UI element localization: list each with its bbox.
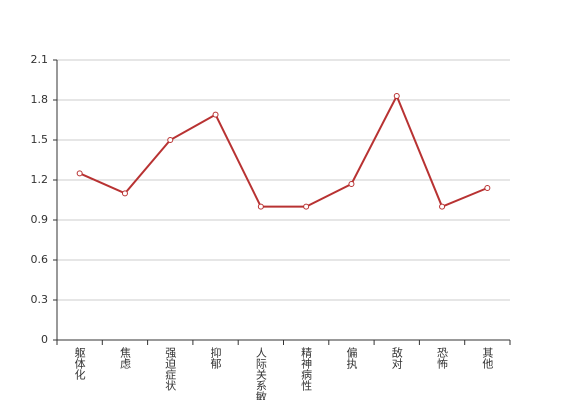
y-tick-label: 1.8	[31, 93, 49, 106]
y-tick-label: 0.9	[31, 213, 49, 226]
y-tick-label: 2.1	[31, 53, 49, 66]
x-tick-label: 其他	[481, 347, 494, 369]
point	[121, 190, 128, 197]
x-tick-label: 人际关系敏感	[254, 347, 267, 400]
y-tick-label: 0.6	[31, 253, 49, 266]
line	[79, 93, 488, 208]
y-tick-label: 1.2	[31, 173, 49, 186]
point	[76, 170, 83, 177]
point	[484, 185, 491, 191]
y-tick-label: 1.5	[31, 133, 49, 146]
point	[167, 137, 174, 143]
x-tick-label: 强迫症状	[164, 347, 177, 391]
x-tick-label: 恐怖	[436, 347, 449, 369]
y-tick-label: 0	[41, 333, 48, 346]
point	[393, 93, 400, 99]
x-tick-label: 躯体化	[73, 347, 86, 381]
point	[439, 203, 446, 210]
point	[212, 111, 219, 118]
x-tick-label: 精神病性	[300, 347, 313, 392]
y-tick-label: 0.3	[31, 293, 49, 306]
x-tick-label: 焦虑	[118, 347, 131, 369]
x-tick-label: 偏执	[345, 346, 358, 370]
x-tick-label: 敌对	[390, 346, 403, 369]
point	[348, 181, 355, 187]
point	[257, 203, 264, 210]
point	[303, 203, 310, 210]
x-tick-label: 抑郁	[209, 346, 222, 369]
